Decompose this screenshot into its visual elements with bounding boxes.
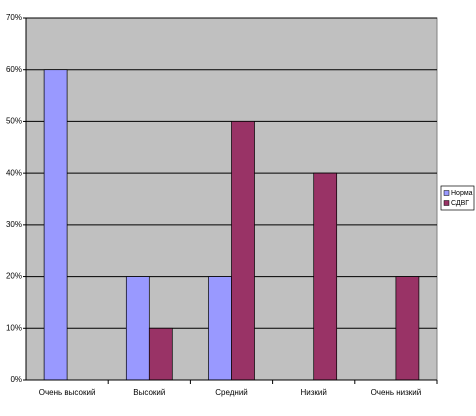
legend-label: Норма (451, 190, 473, 197)
y-tick-label: 50% (6, 117, 22, 126)
x-tick-label: Низкий (301, 388, 327, 397)
bar (43, 69, 68, 381)
y-tick-label: 0% (10, 375, 22, 384)
bar (148, 327, 173, 381)
x-tick-label: Очень низкий (371, 388, 422, 397)
y-tick-label: 70% (6, 13, 22, 22)
legend-label: СДВГ (451, 200, 469, 207)
legend-box (440, 185, 475, 211)
bar (208, 276, 232, 381)
y-tick-label: 10% (6, 323, 22, 332)
x-tick-label: Высокий (133, 388, 165, 397)
legend-swatch (443, 190, 450, 196)
legend-swatch (443, 200, 450, 206)
bar (231, 121, 255, 381)
x-tick-label: Очень высокий (39, 388, 96, 397)
x-tick-label: Средний (215, 388, 248, 397)
y-tick-label: 60% (6, 65, 22, 74)
bar (395, 276, 420, 381)
y-tick-label: 40% (6, 168, 22, 177)
bar (313, 172, 338, 381)
bar (125, 276, 150, 381)
y-tick-label: 20% (6, 272, 22, 281)
y-tick-label: 30% (6, 220, 22, 229)
